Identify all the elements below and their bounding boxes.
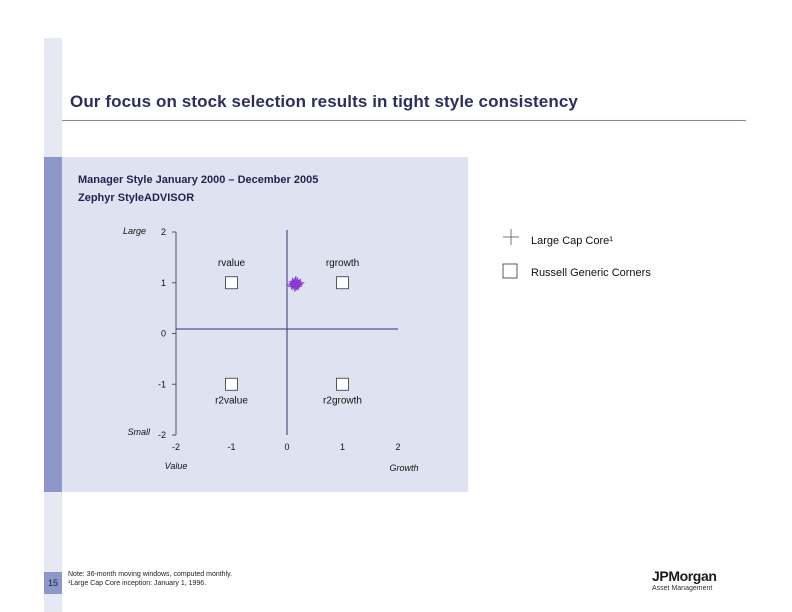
left-accent-band bbox=[44, 157, 62, 492]
x-tick-labels: -2 -1 0 1 2 bbox=[172, 442, 401, 452]
logo-wordmark: JPMorgan bbox=[652, 568, 717, 584]
page-number: 15 bbox=[44, 572, 62, 594]
logo-subtitle: Asset Management bbox=[652, 585, 713, 592]
page-title: Our focus on stock selection results in … bbox=[70, 92, 578, 111]
chart-title: Manager Style January 2000 – December 20… bbox=[78, 174, 319, 186]
corner-marker-rvalue bbox=[225, 276, 238, 290]
corner-label-r2growth: r2growth bbox=[323, 395, 362, 406]
x-label-left: Value bbox=[165, 461, 188, 471]
legend-square-symbol bbox=[502, 263, 518, 279]
y-tick-label: 2 bbox=[161, 227, 166, 237]
y-tick-label: -2 bbox=[158, 430, 166, 440]
legend-label-russell-corners: Russell Generic Corners bbox=[531, 267, 651, 279]
title-divider bbox=[62, 120, 746, 121]
corner-label-rgrowth: rgrowth bbox=[326, 258, 359, 269]
corner-label-rvalue: rvalue bbox=[218, 258, 246, 269]
jpmorgan-logo: JPMorgan Asset Management bbox=[652, 568, 752, 592]
y-tick-label: -1 bbox=[158, 379, 166, 389]
y-tick-labels: 2 1 0 -1 -2 bbox=[158, 227, 176, 440]
y-label-bottom: Small bbox=[127, 427, 151, 437]
manager-style-points bbox=[287, 276, 305, 292]
footnote-line-2: ¹Large Cap Core inception: January 1, 19… bbox=[68, 580, 207, 587]
chart-panel bbox=[62, 157, 468, 492]
russell-corner-markers: rvalue rgrowth r2value r2growth bbox=[215, 258, 362, 407]
corner-marker-r2growth bbox=[336, 377, 349, 391]
x-tick-label: 2 bbox=[395, 442, 400, 452]
y-tick-label: 1 bbox=[161, 278, 166, 288]
x-tick-label: 1 bbox=[340, 442, 345, 452]
corner-marker-rgrowth bbox=[336, 276, 349, 290]
corner-label-r2value: r2value bbox=[215, 395, 248, 406]
footnote: Note: 36-month moving windows, computed … bbox=[68, 570, 232, 588]
x-tick-label: -1 bbox=[227, 442, 235, 452]
chart-subtitle: Zephyr StyleADVISOR bbox=[78, 192, 195, 204]
y-label-top: Large bbox=[123, 226, 146, 236]
x-tick-label: 0 bbox=[284, 442, 289, 452]
footnote-line-1: Note: 36-month moving windows, computed … bbox=[68, 571, 233, 578]
y-tick-label: 0 bbox=[161, 329, 166, 339]
x-tick-label: -2 bbox=[172, 442, 180, 452]
legend-label-large-cap-core: Large Cap Core¹ bbox=[531, 235, 613, 247]
legend: Large Cap Core¹ Russell Generic Corners bbox=[502, 229, 651, 279]
corner-marker-r2value bbox=[225, 377, 238, 391]
x-label-right: Growth bbox=[389, 463, 418, 473]
